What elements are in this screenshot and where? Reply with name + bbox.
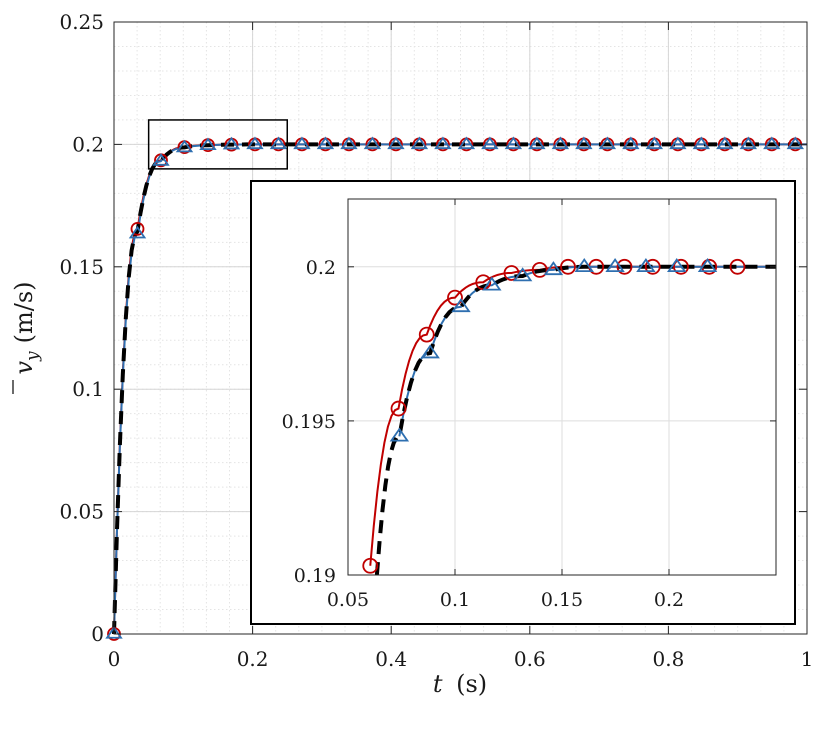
inset-outer-frame xyxy=(250,180,796,625)
main-plot-frame xyxy=(113,21,808,635)
inset-series-a-circle-marker xyxy=(362,557,379,574)
inset-series-b-triangle-marker xyxy=(697,258,718,273)
inset-series-b-triangle-marker xyxy=(666,258,687,273)
series-b-triangle-marker xyxy=(575,136,593,150)
inset-series-b-triangle-marker xyxy=(420,344,440,359)
series-b-triangle-marker xyxy=(504,136,523,150)
inset-x-tick-label: 0.2 xyxy=(654,589,684,611)
inset-series-a-circle-marker xyxy=(560,258,576,275)
series-a-circle-marker xyxy=(130,221,145,236)
x-tick-label: 0.8 xyxy=(652,647,684,671)
inset-x-tick-label: 0.1 xyxy=(440,589,470,611)
inset-y-tick-label: 0.2 xyxy=(306,257,336,279)
series-b-triangle-marker xyxy=(410,136,429,150)
inset-x-tick-labels: 0.05 0.1 0.15 0.2 xyxy=(327,589,684,611)
inset-series-a-circle-marker xyxy=(390,400,407,417)
inset-series-a-circle-marker xyxy=(531,261,548,278)
y-tick-labels: 0 0.05 0.1 0.15 0.2 0.25 xyxy=(59,10,104,646)
series-b-triangle-marker xyxy=(293,136,311,150)
series-b-triangle-marker xyxy=(152,153,170,166)
series-b-triangle-marker xyxy=(716,136,734,150)
x-tick-label: 0.2 xyxy=(237,647,269,671)
inset-y-tick-label: 0.19 xyxy=(294,565,336,587)
series-b-triangle-marker xyxy=(434,136,452,150)
y-tick-label: 0.05 xyxy=(59,500,104,524)
inset-series-a-circle-marker xyxy=(616,258,633,275)
inset-series-b-triangle-marker xyxy=(389,427,410,442)
inset-series-b-triangle-marker xyxy=(451,298,471,313)
inset-zoom-panel: 0.05 0.1 0.15 0.2 0.19 0.195 0.2 xyxy=(250,180,796,625)
inset-series-b-triangle-marker xyxy=(512,267,533,282)
y-tick-label: 0.1 xyxy=(72,377,104,401)
inset-series-a-circle-marker xyxy=(644,258,661,275)
svg-text:vy(m/s): vy (m/s) xyxy=(10,281,43,374)
inset-x-tick-label: 0.05 xyxy=(327,589,369,611)
inset-series-a-circle-marker xyxy=(729,258,746,275)
x-tick-label: 1 xyxy=(801,647,814,671)
series-b-triangle-marker xyxy=(316,136,335,150)
y-axis-label: vy (m/s) xyxy=(10,281,43,394)
inset-series-b-triangle-marker xyxy=(543,261,564,276)
inset-series-a-circle-marker xyxy=(503,265,520,281)
series-b-triangle-marker xyxy=(457,136,476,150)
inset-tick-marks xyxy=(347,199,776,576)
series-b-triangle-marker xyxy=(269,136,288,150)
series-b-triangle-marker xyxy=(175,139,194,153)
x-axis-unit: (s) xyxy=(456,670,487,698)
y-tick-label: 0 xyxy=(91,622,104,646)
series-b-triangle-marker xyxy=(551,136,570,150)
main-tick-marks xyxy=(113,21,808,635)
series-b-triangle-marker xyxy=(622,136,640,150)
series-b-triangle-marker xyxy=(669,136,687,150)
inset-series-markers xyxy=(362,258,746,574)
zoom-region-box xyxy=(147,119,288,170)
series-b-triangle-marker xyxy=(105,626,123,639)
x-tick-label: 0.4 xyxy=(375,647,407,671)
inset-series-b-triangle-marker xyxy=(605,258,625,273)
inset-series-a-circle-marker xyxy=(673,258,689,275)
x-tick-labels: 0 0.2 0.4 0.6 0.8 1 xyxy=(108,647,814,671)
x-axis-label: t (s) xyxy=(433,670,487,698)
inset-series-b-triangle-marker xyxy=(636,258,656,273)
y-tick-label: 0.15 xyxy=(59,255,104,279)
x-axis-symbol: t xyxy=(433,670,443,698)
main-series-markers xyxy=(105,136,805,641)
series-b-triangle-marker xyxy=(387,136,405,150)
y-axis-unit: (m/s) xyxy=(10,281,38,343)
series-b-triangle-marker xyxy=(763,136,781,150)
inset-x-tick-label: 0.15 xyxy=(541,589,583,611)
series-b-triangle-marker xyxy=(199,137,217,151)
y-axis-symbol: v xyxy=(10,361,38,375)
series-b-triangle-marker xyxy=(363,136,382,150)
series-b-triangle-marker xyxy=(645,136,664,150)
x-tick-label: 0 xyxy=(108,647,121,671)
series-b-triangle-marker xyxy=(692,136,711,150)
series-b-triangle-marker xyxy=(246,136,264,150)
series-b-triangle-marker xyxy=(222,136,241,150)
inset-series-c-dashed-line xyxy=(374,264,776,576)
y-tick-label: 0.25 xyxy=(59,10,104,34)
inset-series-b-triangle-marker xyxy=(482,276,502,291)
inset-y-tick-label: 0.195 xyxy=(282,411,336,433)
series-b-triangle-marker xyxy=(340,136,358,150)
series-b-triangle-marker xyxy=(128,225,147,239)
inset-y-tick-labels: 0.19 0.195 0.2 xyxy=(282,257,336,587)
series-b-triangle-marker xyxy=(598,136,617,150)
y-axis-subscript: y xyxy=(23,351,43,362)
series-b-triangle-marker xyxy=(739,136,758,150)
series-b-triangle-marker xyxy=(786,136,805,150)
series-b-triangle-marker xyxy=(481,136,499,150)
inset-series-b-triangle-marker xyxy=(574,258,594,273)
inset-series-a-circle-marker xyxy=(447,289,463,306)
inset-series-a-circle-marker xyxy=(418,326,435,343)
y-tick-label: 0.2 xyxy=(72,132,104,156)
series-b-triangle-marker xyxy=(528,136,546,150)
x-tick-label: 0.6 xyxy=(514,647,546,671)
